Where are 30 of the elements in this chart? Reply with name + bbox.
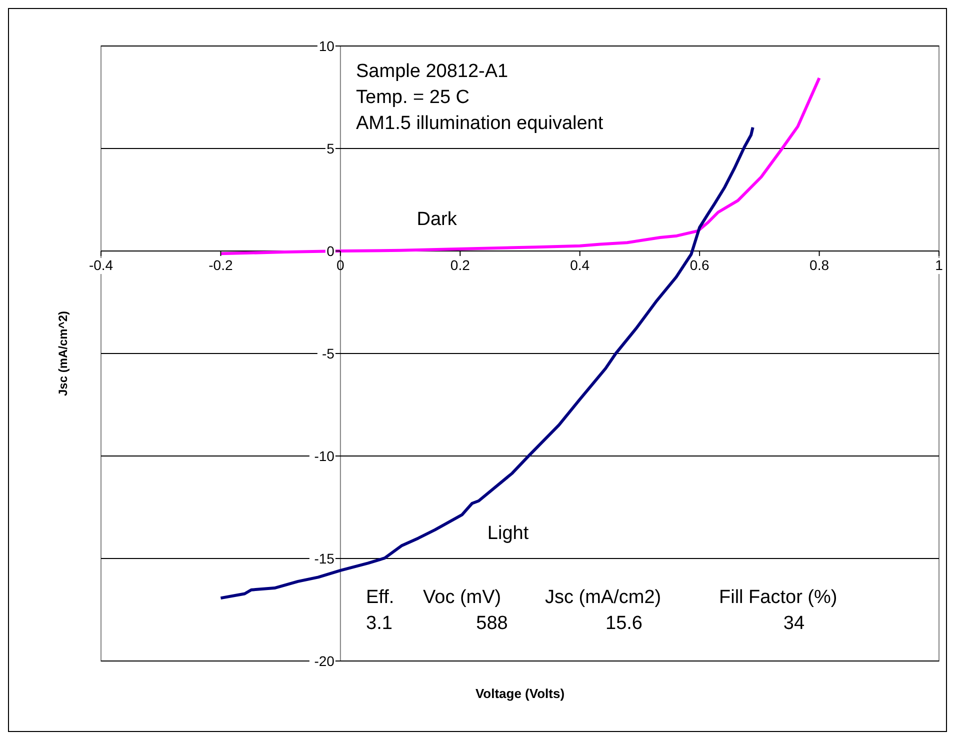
y-tick-label: -15 bbox=[314, 550, 335, 566]
y-tick-label: -5 bbox=[322, 346, 335, 362]
annotation: Sample 20812-A1 bbox=[356, 61, 508, 82]
x-tick-label: 0.8 bbox=[810, 257, 830, 273]
annotation: 3.1 bbox=[366, 613, 392, 634]
y-tick-label: 5 bbox=[326, 140, 335, 156]
x-tick-label: 0.2 bbox=[450, 257, 470, 273]
annotation: Temp. = 25 C bbox=[356, 87, 470, 108]
x-tick-label: -0.2 bbox=[208, 257, 233, 273]
annotation: Jsc (mA/cm2) bbox=[545, 587, 662, 608]
x-tick-label: 0 bbox=[336, 257, 345, 273]
annotation: 588 bbox=[476, 613, 508, 634]
annotation: 15.6 bbox=[606, 613, 642, 634]
y-axis-title: Jsc (mA/cm^2) bbox=[56, 310, 70, 396]
y-tick-label: -20 bbox=[314, 653, 335, 669]
annotation: AM1.5 illumination equivalent bbox=[356, 113, 604, 134]
annotation: Fill Factor (%) bbox=[719, 587, 838, 608]
annotation: 34 bbox=[783, 613, 805, 634]
annotation: Voc (mV) bbox=[423, 587, 502, 608]
series-label: Light bbox=[487, 522, 530, 544]
y-tick-label: 10 bbox=[318, 38, 335, 54]
x-tick-label: 1 bbox=[935, 257, 944, 273]
x-tick-label: -0.4 bbox=[88, 257, 114, 273]
x-tick-label: 0.6 bbox=[690, 257, 710, 273]
x-tick-label: 0.4 bbox=[570, 257, 590, 273]
annotation: Eff. bbox=[366, 587, 394, 608]
x-axis-title: Voltage (Volts) bbox=[475, 686, 565, 701]
series-label: Dark bbox=[416, 209, 458, 230]
y-tick-label: 0 bbox=[326, 243, 335, 259]
y-tick-label: -10 bbox=[314, 448, 335, 464]
